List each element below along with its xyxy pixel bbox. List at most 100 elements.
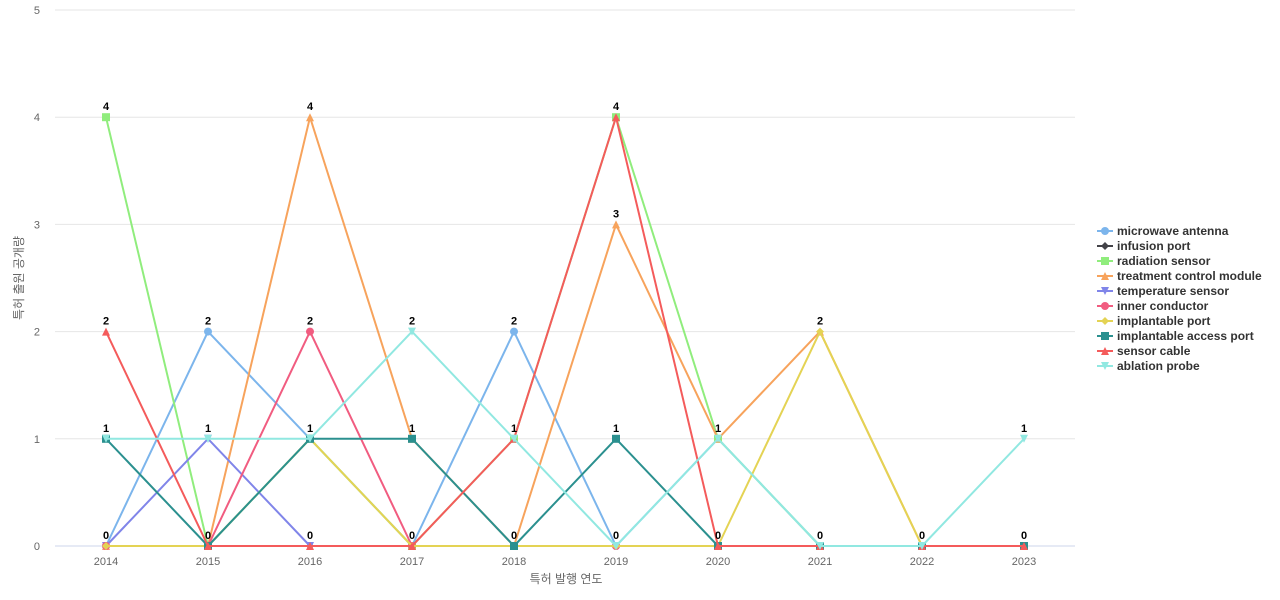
data-point[interactable] bbox=[714, 434, 722, 443]
y-tick-label: 1 bbox=[34, 434, 40, 446]
data-label: 1 bbox=[307, 423, 313, 435]
data-label: 1 bbox=[205, 423, 211, 435]
legend-marker[interactable] bbox=[1101, 227, 1109, 235]
data-point[interactable] bbox=[408, 434, 416, 443]
data-label: 0 bbox=[817, 530, 823, 542]
legend-marker[interactable] bbox=[1101, 332, 1109, 340]
data-point[interactable] bbox=[306, 542, 314, 550]
legend-item[interactable]: ablation probe bbox=[1097, 359, 1200, 373]
legend-label: treatment control module bbox=[1117, 269, 1262, 283]
y-tick-label: 2 bbox=[34, 327, 40, 339]
data-label: 2 bbox=[103, 316, 109, 328]
data-point[interactable] bbox=[510, 434, 518, 443]
legend-item[interactable]: radiation sensor bbox=[1097, 254, 1211, 268]
data-label: 1 bbox=[409, 423, 415, 435]
legend-marker[interactable] bbox=[1101, 287, 1109, 295]
legend-marker[interactable] bbox=[1101, 302, 1109, 310]
data-point[interactable] bbox=[306, 327, 314, 336]
data-label: 1 bbox=[511, 423, 517, 435]
legend-label: radiation sensor bbox=[1117, 254, 1211, 268]
data-point[interactable] bbox=[1020, 434, 1028, 443]
data-point[interactable] bbox=[918, 542, 926, 550]
data-label: 0 bbox=[307, 530, 313, 542]
data-label: 2 bbox=[409, 316, 415, 328]
data-point[interactable] bbox=[816, 542, 824, 550]
data-point[interactable] bbox=[204, 327, 212, 336]
legend-item[interactable]: treatment control module bbox=[1097, 269, 1262, 283]
legend-item[interactable]: microwave antenna bbox=[1097, 224, 1229, 238]
data-point[interactable] bbox=[612, 434, 620, 443]
data-point[interactable] bbox=[306, 113, 314, 122]
data-label: 0 bbox=[1021, 530, 1027, 542]
data-point[interactable] bbox=[612, 220, 620, 229]
legend-item[interactable]: temperature sensor bbox=[1097, 284, 1229, 298]
data-point[interactable] bbox=[612, 542, 620, 550]
data-label: 2 bbox=[817, 316, 823, 328]
data-label: 2 bbox=[511, 316, 517, 328]
data-point[interactable] bbox=[510, 542, 518, 550]
data-label: 0 bbox=[409, 530, 415, 542]
legend-item[interactable]: sensor cable bbox=[1097, 344, 1191, 358]
data-label: 0 bbox=[715, 530, 721, 542]
legend-item[interactable]: implantable port bbox=[1097, 314, 1210, 328]
legend-marker[interactable] bbox=[1101, 272, 1109, 280]
series-lines bbox=[102, 113, 1028, 550]
data-label: 4 bbox=[613, 101, 620, 113]
y-axis-title: 특허 출원 공개량 bbox=[12, 236, 26, 320]
data-point[interactable] bbox=[204, 542, 212, 550]
data-point[interactable] bbox=[204, 434, 212, 443]
legend-marker[interactable] bbox=[1101, 362, 1109, 370]
data-label: 0 bbox=[205, 530, 211, 542]
legend-marker[interactable] bbox=[1101, 242, 1109, 250]
data-label: 1 bbox=[715, 423, 721, 435]
legend-label: ablation probe bbox=[1117, 359, 1200, 373]
x-tick-label: 2020 bbox=[706, 556, 730, 568]
data-point[interactable] bbox=[510, 327, 518, 336]
data-point[interactable] bbox=[1020, 542, 1028, 550]
data-point[interactable] bbox=[102, 113, 110, 122]
data-point[interactable] bbox=[408, 542, 416, 550]
x-tick-label: 2019 bbox=[604, 556, 628, 568]
data-point[interactable] bbox=[714, 542, 722, 550]
data-point[interactable] bbox=[102, 327, 110, 336]
y-axis: 0 1 2 3 4 5 bbox=[34, 5, 40, 553]
data-label: 0 bbox=[613, 530, 619, 542]
data-point[interactable] bbox=[612, 113, 620, 122]
legend-marker[interactable] bbox=[1101, 257, 1109, 265]
data-point[interactable] bbox=[306, 434, 314, 443]
legend-item[interactable]: implantable access port bbox=[1097, 329, 1254, 343]
data-label: 0 bbox=[511, 530, 517, 542]
data-point[interactable] bbox=[816, 327, 824, 336]
legend-item[interactable]: inner conductor bbox=[1097, 299, 1209, 313]
x-tick-label: 2023 bbox=[1012, 556, 1036, 568]
x-tick-label: 2014 bbox=[94, 556, 118, 568]
legend-label: inner conductor bbox=[1117, 299, 1209, 313]
legend-marker[interactable] bbox=[1101, 317, 1109, 325]
x-tick-label: 2015 bbox=[196, 556, 220, 568]
legend-marker[interactable] bbox=[1101, 347, 1109, 355]
legend-item[interactable]: infusion port bbox=[1097, 239, 1190, 253]
data-labels: 4 2 1 0 2 1 0 4 2 1 0 2 1 0 2 1 0 4 3 1 0 1 0 2 0 0 1 0 bbox=[103, 101, 1027, 542]
legend-label: temperature sensor bbox=[1117, 284, 1229, 298]
legend-label: implantable port bbox=[1117, 314, 1210, 328]
y-tick-label: 5 bbox=[34, 5, 40, 17]
data-point[interactable] bbox=[102, 542, 110, 550]
data-label: 1 bbox=[1021, 423, 1027, 435]
data-label: 3 bbox=[613, 208, 619, 220]
data-label: 1 bbox=[613, 423, 619, 435]
data-point[interactable] bbox=[102, 434, 110, 443]
y-tick-label: 3 bbox=[34, 219, 40, 231]
y-tick-label: 0 bbox=[34, 541, 40, 553]
x-tick-label: 2018 bbox=[502, 556, 526, 568]
data-point[interactable] bbox=[408, 327, 416, 336]
series-line[interactable] bbox=[106, 330, 1025, 547]
data-label: 4 bbox=[307, 101, 314, 113]
data-label: 0 bbox=[919, 530, 925, 542]
data-label: 1 bbox=[103, 423, 109, 435]
x-tick-label: 2017 bbox=[400, 556, 424, 568]
data-label: 2 bbox=[307, 316, 313, 328]
x-tick-label: 2021 bbox=[808, 556, 832, 568]
